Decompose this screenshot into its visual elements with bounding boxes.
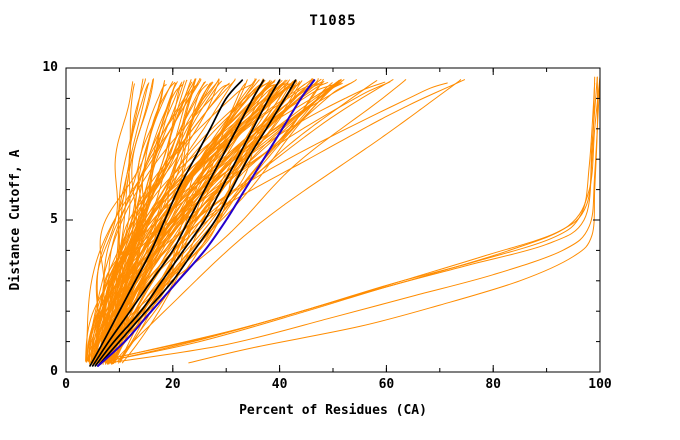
x-tick-label-80: 80 [485, 377, 502, 392]
y-axis-label: Distance Cutoff, A [8, 149, 23, 291]
chart-title: T1085 [309, 13, 357, 29]
x-tick-label-40: 40 [271, 377, 288, 392]
y-tick-label-0: 0 [50, 364, 58, 379]
x-tick-label-60: 60 [378, 377, 395, 392]
x-tick-label-20: 20 [164, 377, 181, 392]
x-tick-label-100: 100 [588, 377, 612, 392]
x-axis-label: Percent of Residues (CA) [239, 403, 427, 418]
y-tick-label-10: 10 [42, 60, 58, 75]
x-tick-label-0: 0 [62, 377, 70, 392]
y-tick-label-5: 5 [50, 212, 58, 227]
